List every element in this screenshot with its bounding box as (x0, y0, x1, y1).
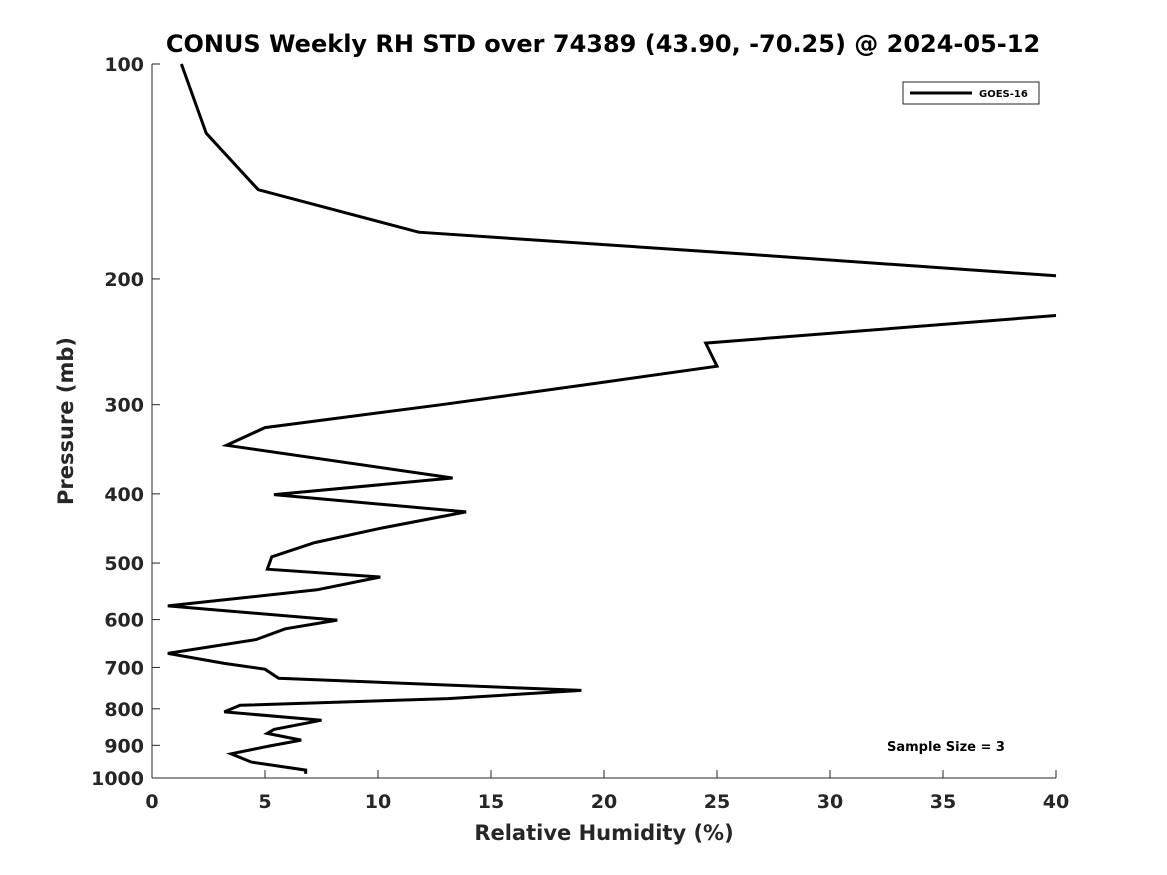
series-line-goes-16 (167, 63, 1057, 774)
y-ticks-group: 100 200 300 400 500 600 700 800 900 1000 (91, 54, 160, 790)
y-tick-label: 500 (104, 553, 144, 575)
x-tick-label: 40 (1043, 791, 1069, 813)
series-group (167, 63, 1057, 774)
y-tick-label: 900 (104, 735, 144, 757)
y-tick-label: 700 (104, 657, 144, 679)
x-tick-label: 30 (817, 791, 843, 813)
sample-size-annotation: Sample Size = 3 (887, 740, 1005, 755)
x-tick-label: 35 (930, 791, 956, 813)
x-tick-label: 10 (365, 791, 391, 813)
x-axis-label: Relative Humidity (%) (474, 821, 733, 845)
x-tick-label: 5 (258, 791, 271, 813)
y-tick-label: 1000 (91, 768, 144, 790)
y-tick-label: 600 (104, 610, 144, 632)
x-tick-label: 0 (145, 791, 158, 813)
legend: GOES-16 (902, 81, 1040, 105)
y-tick-label: 400 (104, 484, 144, 506)
y-tick-label: 100 (104, 54, 144, 76)
y-tick-label: 800 (104, 699, 144, 721)
y-tick-label: 200 (104, 269, 144, 291)
y-tick-label: 300 (104, 395, 144, 417)
y-axis-label: Pressure (mb) (54, 337, 78, 505)
x-tick-label: 20 (591, 791, 617, 813)
legend-label-goes-16: GOES-16 (979, 89, 1028, 100)
plot-area-frame (152, 64, 1056, 778)
x-ticks-group: 0 5 10 15 20 25 30 35 40 (145, 770, 1069, 813)
chart-title: CONUS Weekly RH STD over 74389 (43.90, -… (166, 30, 1040, 58)
x-tick-label: 25 (704, 791, 730, 813)
x-tick-label: 15 (478, 791, 504, 813)
